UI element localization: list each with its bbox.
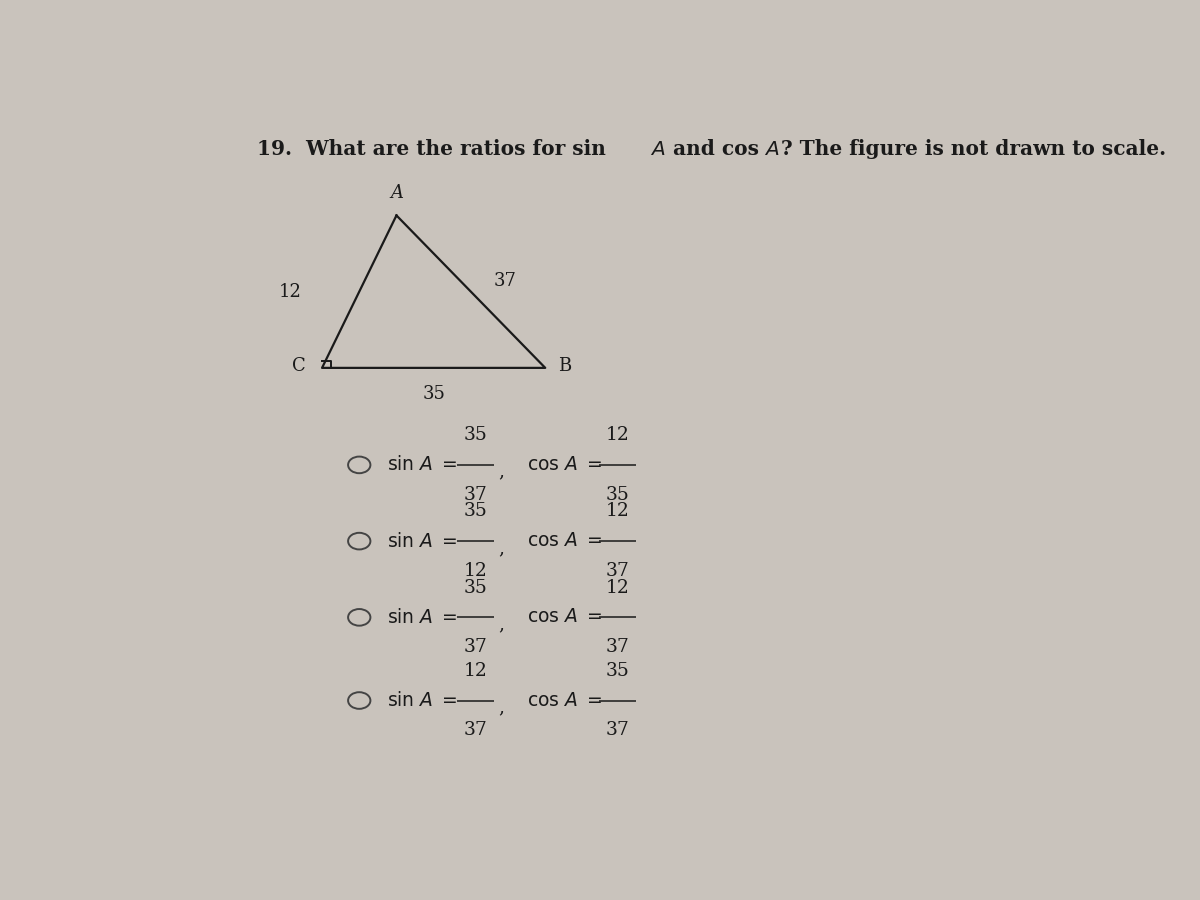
Text: 37: 37 (606, 721, 630, 739)
Text: ,: , (499, 463, 505, 481)
Text: 12: 12 (463, 562, 487, 580)
Text: $\sin\,A\;=$: $\sin\,A\;=$ (388, 608, 457, 627)
Text: 19.  What are the ratios for sin: 19. What are the ratios for sin (257, 140, 613, 159)
Text: $\cos\,A\;=$: $\cos\,A\;=$ (527, 691, 601, 709)
Text: 37: 37 (606, 562, 630, 580)
Text: $\cos\,A\;=$: $\cos\,A\;=$ (527, 532, 601, 550)
Text: 35: 35 (463, 426, 487, 444)
Text: 12: 12 (606, 502, 630, 520)
Text: 35: 35 (422, 385, 445, 403)
Text: ? The figure is not drawn to scale.: ? The figure is not drawn to scale. (780, 140, 1165, 159)
Text: A: A (390, 184, 403, 202)
Text: 35: 35 (463, 502, 487, 520)
Text: 35: 35 (606, 486, 630, 504)
Text: 12: 12 (463, 662, 487, 680)
Text: ,: , (499, 616, 505, 634)
Text: $\sin\,A\;=$: $\sin\,A\;=$ (388, 691, 457, 710)
Text: $\cos\,A\;=$: $\cos\,A\;=$ (527, 608, 601, 626)
Text: $A$: $A$ (650, 140, 666, 159)
Text: $\cos\,A\;=$: $\cos\,A\;=$ (527, 456, 601, 474)
Text: 37: 37 (463, 638, 487, 656)
Text: $A$: $A$ (764, 140, 779, 159)
Text: 12: 12 (606, 426, 630, 444)
Text: 35: 35 (606, 662, 630, 680)
Text: 37: 37 (606, 638, 630, 656)
Text: 37: 37 (463, 486, 487, 504)
Text: B: B (558, 357, 571, 375)
Text: C: C (292, 357, 305, 375)
Text: 37: 37 (494, 272, 517, 290)
Text: and cos: and cos (666, 140, 766, 159)
Text: $\sin\,A\;=$: $\sin\,A\;=$ (388, 532, 457, 551)
Text: ,: , (499, 539, 505, 557)
Text: 35: 35 (463, 579, 487, 597)
Text: 12: 12 (606, 579, 630, 597)
Text: 37: 37 (463, 721, 487, 739)
Text: $\sin\,A\;=$: $\sin\,A\;=$ (388, 455, 457, 474)
Text: ,: , (499, 698, 505, 716)
Text: 12: 12 (278, 283, 301, 301)
